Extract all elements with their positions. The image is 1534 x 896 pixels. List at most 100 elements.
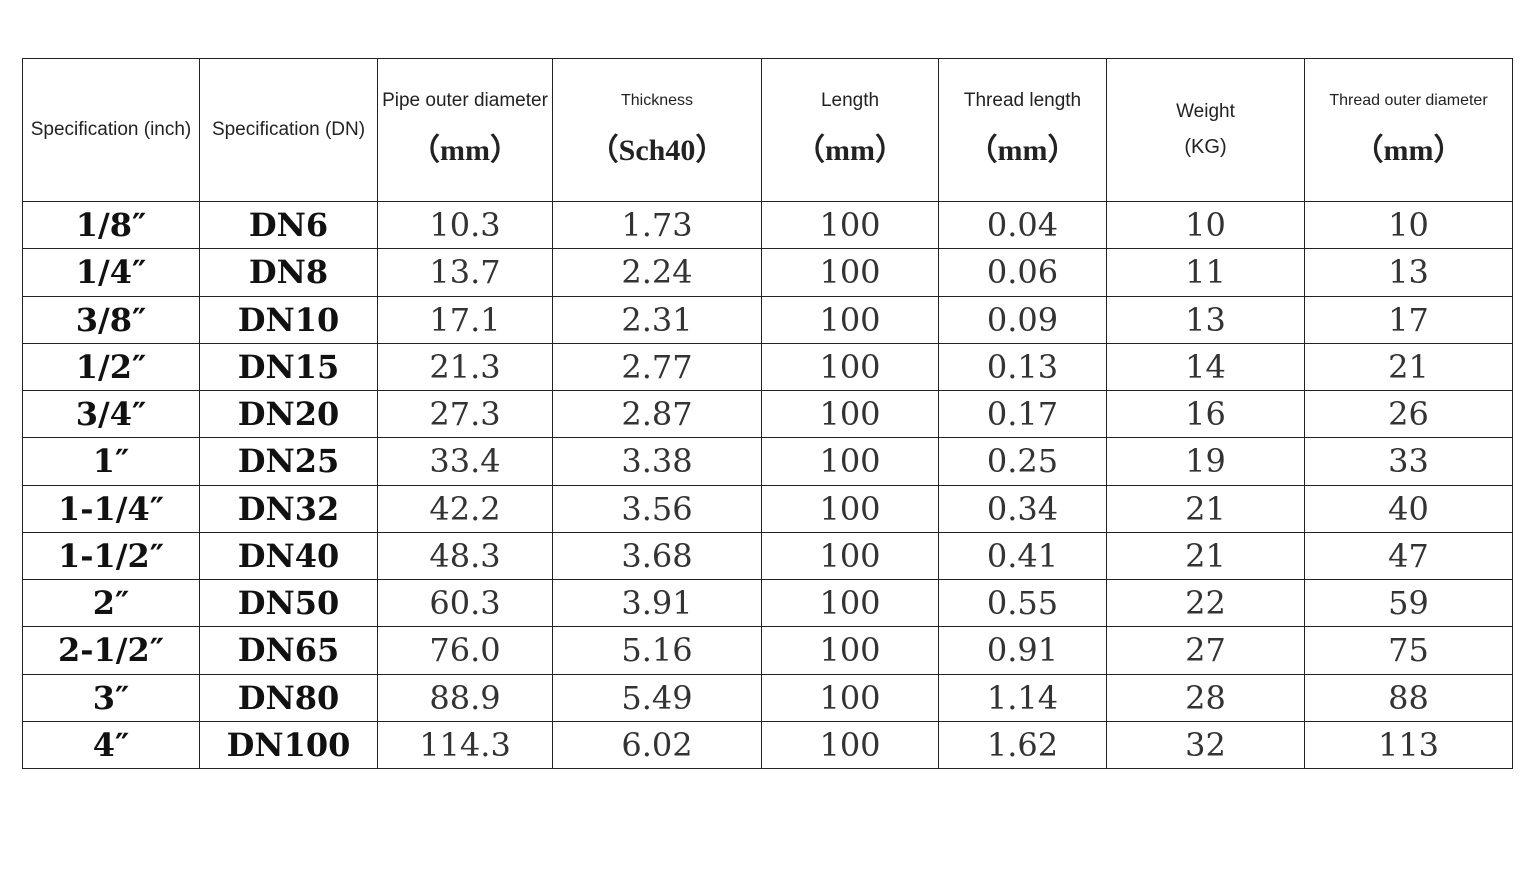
table-cell: 26 (1304, 390, 1513, 439)
table-cell: 3″ (22, 673, 200, 722)
table-cell: 2.24 (552, 248, 762, 297)
header-cell: Length （mm） (761, 58, 939, 202)
table-cell: 0.41 (938, 531, 1107, 580)
table-cell: 10.3 (377, 201, 553, 250)
table-cell: 32 (1106, 720, 1305, 769)
table-cell: 100 (761, 673, 939, 722)
table-cell: DN6 (199, 201, 378, 250)
table-cell: 13.7 (377, 248, 553, 297)
table-cell: 22 (1106, 579, 1305, 628)
header-cell: Specification (DN) (199, 58, 378, 202)
table-cell: 100 (761, 390, 939, 439)
table-cell: 100 (761, 437, 939, 486)
header-label: Pipe outer diameter (382, 90, 548, 111)
table-cell: 75 (1304, 626, 1513, 675)
table-cell: 100 (761, 248, 939, 297)
table-cell: 100 (761, 579, 939, 628)
header-unit: （mm） (410, 134, 520, 167)
header-unit: （Sch40） (588, 134, 726, 167)
header-label: Specification (DN) (211, 119, 366, 140)
header-label: Weight (1176, 100, 1235, 122)
table-cell: 76.0 (377, 626, 553, 675)
table-cell: 88 (1304, 673, 1513, 722)
header-label: Specification (inch) (30, 119, 192, 140)
table-cell: 5.49 (552, 673, 762, 722)
header-unit: (KG) (1184, 135, 1227, 158)
table-cell: 13 (1304, 248, 1513, 297)
table-cell: 1-1/2″ (22, 531, 200, 580)
table-cell: 42.2 (377, 484, 553, 533)
table-cell: 0.06 (938, 248, 1107, 297)
table-cell: 3/4″ (22, 390, 200, 439)
table-cell: 21.3 (377, 342, 553, 391)
table-cell: 4″ (22, 720, 200, 769)
table-cell: 10 (1106, 201, 1305, 250)
header-label: Thread length (963, 90, 1082, 111)
table-cell: DN100 (199, 720, 378, 769)
table-cell: 100 (761, 720, 939, 769)
header-unit: （mm） (967, 134, 1078, 167)
table-cell: 1″ (22, 437, 200, 486)
table-cell: 100 (761, 201, 939, 250)
table-cell: 3.68 (552, 531, 762, 580)
table-cell: 21 (1106, 531, 1305, 580)
table-cell: 0.55 (938, 579, 1107, 628)
table-cell: DN15 (199, 342, 378, 391)
header-label: Length (820, 90, 880, 111)
table-cell: 3.91 (552, 579, 762, 628)
table-cell: 33 (1304, 437, 1513, 486)
header-cell: Pipe outer diameter （mm） (377, 58, 553, 202)
table-cell: 11 (1106, 248, 1305, 297)
table-cell: DN8 (199, 248, 378, 297)
table-cell: 19 (1106, 437, 1305, 486)
table-cell: 2.77 (552, 342, 762, 391)
table-cell: 100 (761, 295, 939, 344)
spec-table: Specification (inch) Specification (DN) Pi… (22, 58, 1513, 769)
table-cell: 1-1/4″ (22, 484, 200, 533)
table-cell: 17.1 (377, 295, 553, 344)
table-cell: 60.3 (377, 579, 553, 628)
table-cell: 88.9 (377, 673, 553, 722)
table-cell: 0.13 (938, 342, 1107, 391)
table-cell: 2-1/2″ (22, 626, 200, 675)
header-cell: Thickness （Sch40） (552, 58, 762, 202)
table-cell: 0.04 (938, 201, 1107, 250)
table-cell: 1.73 (552, 201, 762, 250)
table-cell: 100 (761, 342, 939, 391)
table-cell: DN32 (199, 484, 378, 533)
table-cell: DN10 (199, 295, 378, 344)
table-cell: 1.14 (938, 673, 1107, 722)
table-cell: DN65 (199, 626, 378, 675)
table-cell: 3/8″ (22, 295, 200, 344)
table-cell: 40 (1304, 484, 1513, 533)
header-cell: Thread length （mm） (938, 58, 1107, 202)
table-cell: DN50 (199, 579, 378, 628)
table-cell: 2.87 (552, 390, 762, 439)
table-cell: 1.62 (938, 720, 1107, 769)
table-cell: 33.4 (377, 437, 553, 486)
table-cell: 2″ (22, 579, 200, 628)
header-cell: Weight (KG) (1106, 58, 1305, 202)
table-cell: DN20 (199, 390, 378, 439)
table-cell: 28 (1106, 673, 1305, 722)
table-cell: 6.02 (552, 720, 762, 769)
table-cell: 27.3 (377, 390, 553, 439)
table-cell: DN25 (199, 437, 378, 486)
header-label: Thread outer diameter (1329, 92, 1488, 109)
table-cell: 113 (1304, 720, 1513, 769)
table-cell: 14 (1106, 342, 1305, 391)
header-label: Thickness (620, 92, 694, 109)
table-cell: 0.34 (938, 484, 1107, 533)
table-cell: DN40 (199, 531, 378, 580)
table-cell: DN80 (199, 673, 378, 722)
table-cell: 100 (761, 484, 939, 533)
table-cell: 100 (761, 531, 939, 580)
table-cell: 10 (1304, 201, 1513, 250)
table-cell: 47 (1304, 531, 1513, 580)
table-cell: 21 (1106, 484, 1305, 533)
header-unit: （mm） (1353, 134, 1464, 167)
table-cell: 0.17 (938, 390, 1107, 439)
table-cell: 1/2″ (22, 342, 200, 391)
table-cell: 17 (1304, 295, 1513, 344)
